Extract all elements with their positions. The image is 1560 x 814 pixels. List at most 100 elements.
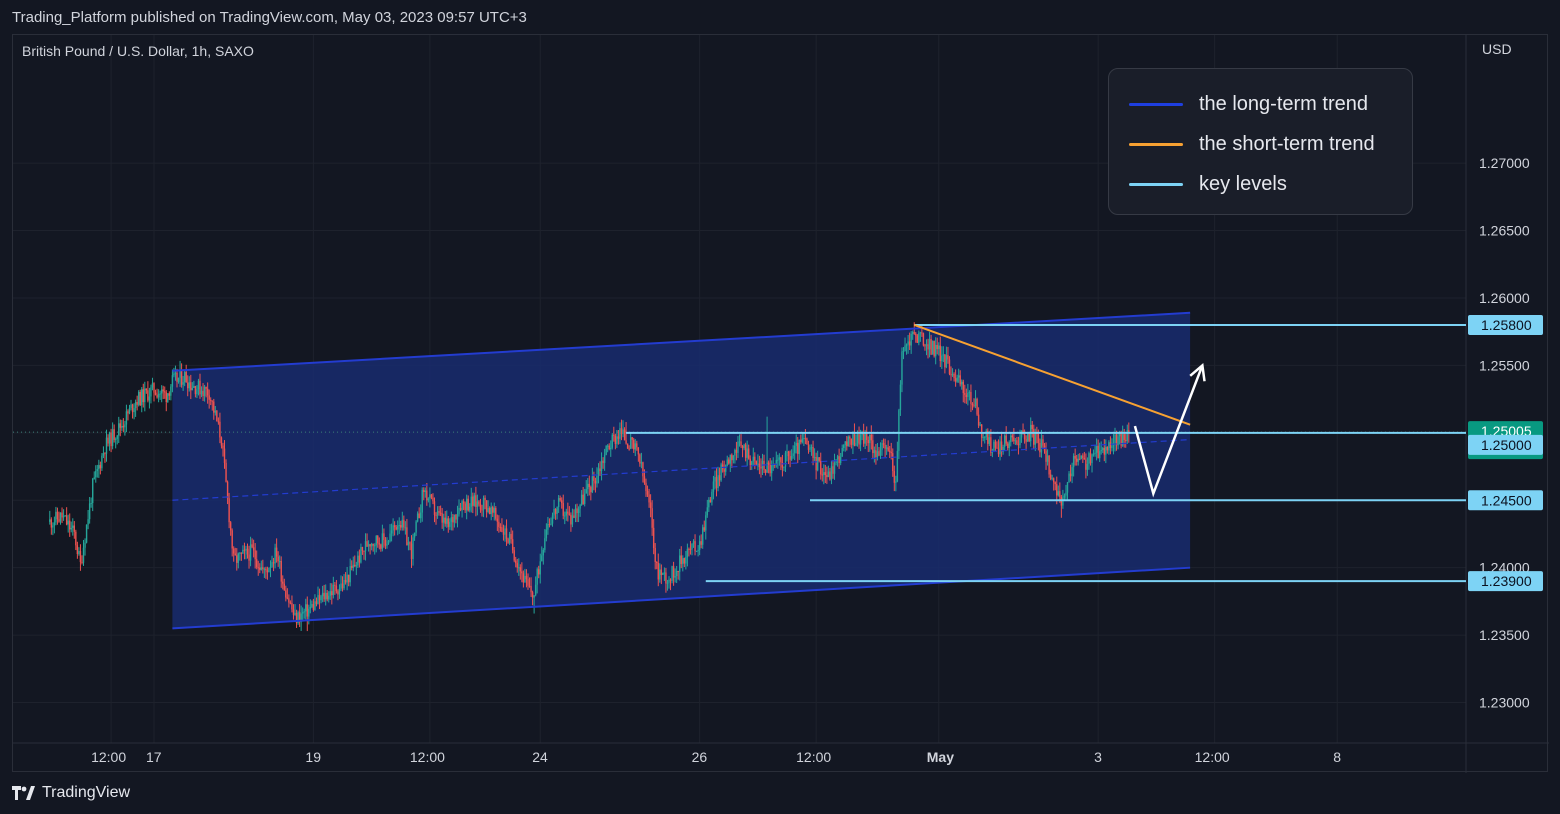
candle-body bbox=[311, 604, 313, 607]
candle-body bbox=[134, 401, 137, 409]
candle-body bbox=[150, 387, 152, 397]
candle-body bbox=[648, 494, 650, 503]
candle-body bbox=[694, 541, 696, 552]
candle-body bbox=[585, 489, 587, 494]
candle-body bbox=[1094, 452, 1096, 454]
candle-body bbox=[660, 569, 663, 575]
candle-body bbox=[826, 475, 828, 478]
candle-body bbox=[203, 386, 206, 396]
candle-body bbox=[939, 345, 941, 362]
candle-body bbox=[452, 517, 454, 523]
candle-body bbox=[127, 411, 129, 414]
candle-body bbox=[492, 507, 494, 513]
candle-body bbox=[797, 442, 799, 454]
candle-body bbox=[1075, 458, 1078, 462]
candle-body bbox=[749, 458, 751, 466]
candle-body bbox=[683, 558, 686, 564]
candle-body bbox=[709, 499, 712, 503]
candle-body bbox=[236, 555, 238, 563]
candle-body bbox=[1011, 435, 1014, 438]
candle-body bbox=[729, 454, 732, 464]
candle-body bbox=[893, 471, 896, 483]
candle-body bbox=[636, 443, 638, 448]
time-axis-tick: 12:00 bbox=[91, 749, 126, 765]
tradingview-branding[interactable]: TradingView bbox=[12, 784, 130, 802]
candle-body bbox=[1105, 446, 1107, 455]
candle-body bbox=[308, 608, 310, 617]
candle-body bbox=[823, 472, 825, 476]
candle-body bbox=[1118, 433, 1121, 437]
candle-body bbox=[626, 443, 629, 449]
candle-body bbox=[990, 437, 992, 453]
candle-body bbox=[853, 432, 856, 446]
candle-body bbox=[130, 404, 132, 409]
candle-body bbox=[1048, 455, 1050, 475]
candle-body bbox=[639, 454, 641, 464]
candle-body bbox=[403, 519, 405, 528]
candle-body bbox=[315, 601, 318, 605]
candle-body bbox=[367, 544, 370, 547]
candle-body bbox=[84, 542, 86, 548]
candle-body bbox=[567, 511, 569, 514]
candle-body bbox=[1033, 429, 1035, 445]
candle-body bbox=[515, 560, 517, 564]
candle-body bbox=[96, 469, 98, 471]
candle-body bbox=[973, 405, 975, 407]
candle-body bbox=[1102, 448, 1104, 451]
candle-body bbox=[614, 435, 617, 444]
candle-body bbox=[651, 508, 653, 528]
candle-body bbox=[507, 538, 509, 543]
candle-body bbox=[128, 408, 131, 414]
candle-body bbox=[113, 429, 115, 440]
candle-body bbox=[634, 443, 636, 450]
candle-body bbox=[228, 498, 230, 523]
candle-body bbox=[637, 447, 640, 455]
candle-body bbox=[282, 581, 284, 584]
candle-body bbox=[668, 579, 670, 583]
candle-body bbox=[525, 575, 528, 580]
candle-body bbox=[536, 569, 538, 585]
candle-body bbox=[210, 399, 212, 401]
candle-body bbox=[479, 504, 482, 510]
candle-body bbox=[377, 535, 379, 544]
candle-body bbox=[933, 341, 935, 357]
candle-body bbox=[982, 437, 984, 439]
candle-body bbox=[1111, 445, 1113, 449]
candle-body bbox=[623, 429, 626, 441]
candle-body bbox=[381, 533, 384, 549]
candle-body bbox=[754, 456, 756, 461]
long-term-channel-upper bbox=[172, 311, 1191, 372]
candle-body bbox=[495, 508, 497, 519]
candle-body bbox=[712, 481, 715, 492]
candle-body bbox=[314, 601, 316, 610]
candle-body bbox=[751, 461, 753, 466]
candle-body bbox=[438, 511, 440, 513]
legend-label-key-levels: key levels bbox=[1199, 172, 1287, 195]
candle-body bbox=[82, 547, 85, 563]
candle-body bbox=[930, 338, 932, 355]
candle-body bbox=[1098, 451, 1101, 459]
candle-body bbox=[997, 448, 1000, 455]
candle-body bbox=[179, 370, 181, 378]
candle-body bbox=[723, 469, 725, 472]
candle-body bbox=[780, 457, 782, 463]
candle-body bbox=[879, 449, 882, 456]
candle-body bbox=[196, 389, 198, 395]
candle-body bbox=[1083, 457, 1086, 460]
candle-body bbox=[190, 382, 192, 391]
candle-body bbox=[208, 395, 210, 400]
candle-body bbox=[223, 448, 226, 463]
candle-body bbox=[521, 571, 523, 574]
candle-body bbox=[869, 434, 871, 444]
candle-body bbox=[836, 456, 839, 460]
candle-body bbox=[715, 477, 718, 489]
candle-body bbox=[813, 457, 816, 459]
candle-body bbox=[177, 377, 180, 382]
price-chart[interactable]: USD1.270001.265001.260001.255001.240001.… bbox=[13, 35, 1549, 773]
candle-body bbox=[821, 474, 823, 476]
candle-body bbox=[252, 547, 255, 551]
candle-body bbox=[298, 612, 301, 623]
candle-body bbox=[959, 375, 961, 385]
candle-body bbox=[792, 453, 794, 456]
candle-body bbox=[752, 456, 754, 462]
